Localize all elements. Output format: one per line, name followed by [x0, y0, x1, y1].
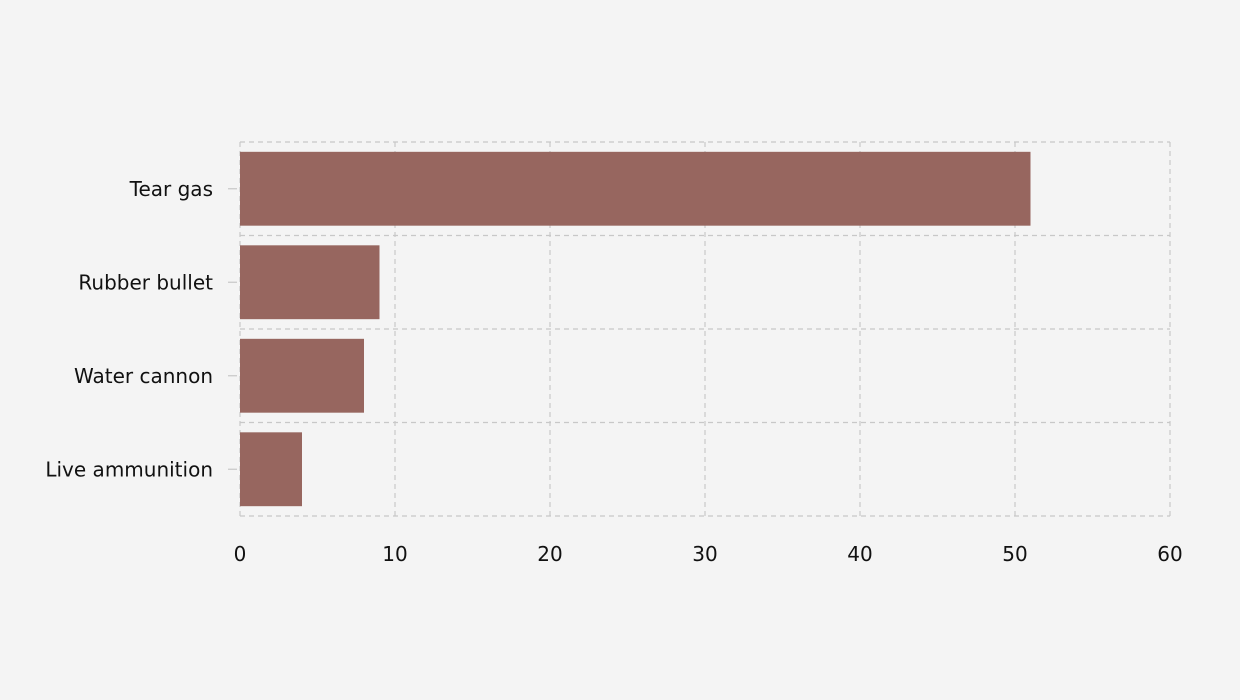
- x-tick-label: 60: [1157, 542, 1182, 566]
- x-tick-label: 20: [537, 542, 562, 566]
- bar: [240, 151, 1031, 226]
- bars-layer: [240, 151, 1031, 507]
- grid-layer: [239, 141, 1171, 517]
- y-tick-label: Rubber bullet: [78, 270, 213, 294]
- y-tick-label: Live ammunition: [45, 457, 213, 481]
- x-tick-label: 50: [1002, 542, 1027, 566]
- x-tick-label: 10: [382, 542, 407, 566]
- bar: [240, 432, 302, 507]
- x-tick-label: 30: [692, 542, 717, 566]
- x-tick-label: 40: [847, 542, 872, 566]
- bar: [240, 245, 380, 320]
- y-tick-label: Tear gas: [129, 177, 213, 201]
- y-tick-label: Water cannon: [74, 364, 213, 388]
- bar: [240, 338, 364, 413]
- x-tick-label: 0: [234, 542, 247, 566]
- x-axis: 0 10 20 30 40 50 60: [234, 542, 1183, 566]
- y-axis: Tear gas Rubber bullet Water cannon Live am…: [45, 177, 237, 481]
